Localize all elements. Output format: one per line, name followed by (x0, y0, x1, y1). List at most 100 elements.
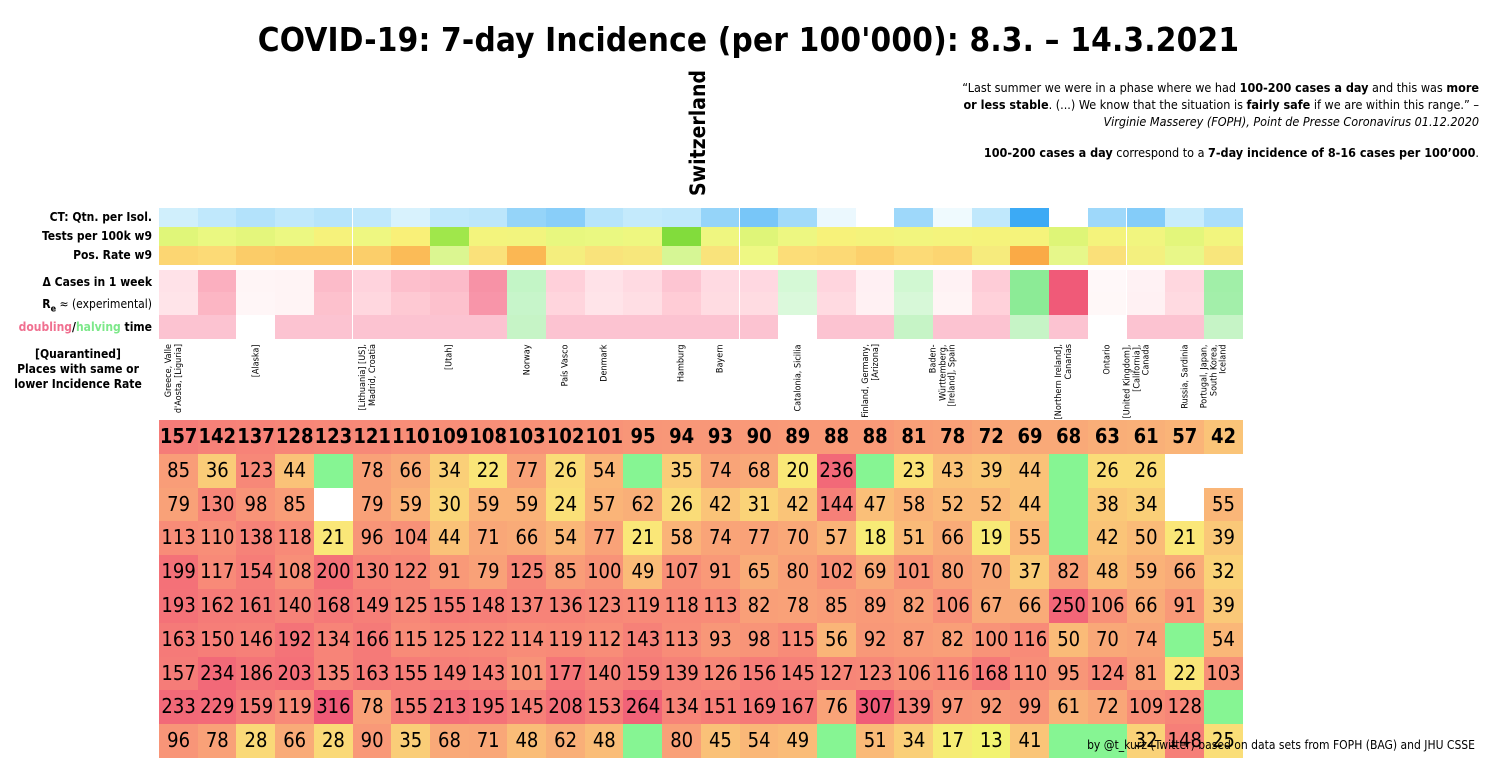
heatmap-cell: 186 (236, 656, 276, 691)
delta-cell (1087, 270, 1127, 294)
ct-cell (855, 208, 895, 227)
heatmap-cell: 47 (855, 487, 895, 522)
pos-cell (236, 246, 276, 265)
heatmap-cell: 80 (778, 555, 818, 589)
heatmap-cell: 140 (584, 656, 624, 691)
heatmap-cell: 21 (623, 521, 663, 556)
heatmap-cell: 42 (1087, 521, 1127, 556)
ct-cell (352, 208, 392, 227)
re-cell (197, 292, 237, 316)
dtime-cell (1165, 315, 1204, 339)
delta-cell (352, 270, 392, 294)
heatmap-cell (313, 453, 353, 488)
pos-cell (1203, 246, 1243, 265)
heatmap-cell: 93 (700, 622, 740, 657)
delta-cell (1049, 270, 1088, 294)
tests-cell (275, 227, 314, 246)
dtime-cell (662, 315, 701, 339)
re-cell (855, 292, 895, 316)
re-cell (391, 292, 430, 316)
heatmap-cell: 66 (933, 521, 973, 556)
heatmap-cell: 163 (352, 656, 392, 691)
heatmap-cell: 38 (1087, 487, 1127, 522)
heatmap-cell: 56 (816, 622, 857, 657)
pos-cell (1126, 246, 1166, 265)
heatmap-cell: 96 (352, 521, 392, 556)
heatmap-cell: 89 (855, 589, 895, 623)
heatmap-cell: 144 (816, 487, 857, 522)
heatmap-cell: 26 (546, 453, 586, 488)
heatmap-cell (623, 453, 663, 488)
heatmap-cell: 234 (197, 656, 237, 691)
place-text: [United Kingdom], [California], Canada (1122, 344, 1152, 418)
heatmap-cell: 48 (1087, 555, 1127, 589)
dtime-cell (1010, 315, 1050, 339)
quote-bold: more or less stable (963, 80, 1479, 112)
heatmap-cell: 17 (933, 724, 973, 758)
note-bold: 100-200 cases a day (983, 145, 1113, 160)
heatmap-cell: 90 (739, 420, 779, 454)
heatmap-cell: 71 (468, 521, 508, 556)
heatmap-cell: 57 (1165, 420, 1205, 454)
heatmap-cell: 78 (778, 589, 818, 623)
heatmap-cell: 127 (816, 656, 857, 691)
heatmap-cell (1165, 622, 1205, 657)
note-text: . (1475, 145, 1479, 160)
heatmap-cell: 91 (1165, 589, 1205, 623)
heatmap-cell: 148 (468, 589, 508, 623)
heatmap-cell: 156 (739, 656, 779, 691)
heatmap-cell: 69 (1010, 420, 1050, 454)
re-cell (275, 292, 314, 316)
heatmap-cell: 63 (1087, 420, 1127, 454)
heatmap-cell: 43 (933, 453, 973, 488)
heatmap-cell: 103 (507, 420, 547, 454)
heatmap-cell: 74 (700, 521, 740, 556)
heatmap-cell: 250 (1049, 589, 1089, 623)
age-label (0, 420, 152, 454)
heatmap-cell: 208 (546, 690, 586, 725)
heatmap-cell: 94 (662, 420, 702, 454)
heatmap-cell: 102 (816, 555, 857, 589)
pos-cell (1049, 246, 1088, 265)
dtime-cell (778, 315, 817, 339)
heatmap-cell: 76 (816, 690, 857, 725)
dtime-cell (1049, 315, 1088, 339)
dtime-cell (1203, 315, 1243, 339)
place-text: Catalonia, Sicilia (793, 344, 804, 411)
heatmap-cell: 114 (507, 622, 547, 657)
heatmap-cell: 143 (623, 622, 663, 657)
heatmap-cell: 88 (855, 420, 895, 454)
heatmap-cell: 148 (1165, 724, 1205, 758)
heatmap-cell: 57 (584, 487, 624, 522)
ct-cell (275, 208, 314, 227)
age-label (0, 724, 152, 758)
ct-cell (391, 208, 430, 227)
heatmap-cell: 113 (159, 521, 199, 556)
tests-cell (584, 227, 624, 246)
re-cell (739, 292, 779, 316)
heatmap-cell: 157 (159, 420, 199, 454)
heatmap-cell: 24 (546, 487, 586, 522)
pos-cell (662, 246, 701, 265)
pos-cell (894, 246, 933, 265)
heatmap-cell: 130 (197, 487, 237, 522)
tests-cell (1165, 227, 1204, 246)
place-text: Hamburg (676, 344, 687, 382)
ct-cell (197, 208, 237, 227)
heatmap-cell: 316 (313, 690, 353, 725)
heatmap-cell: 153 (584, 690, 624, 725)
heatmap-cell: 264 (623, 690, 663, 725)
heatmap-cell: 31 (739, 487, 779, 522)
heatmap-cell: 18 (855, 521, 895, 556)
heatmap-cell (1165, 453, 1205, 488)
heatmap-cell: 78 (933, 420, 973, 454)
heatmap-cell: 79 (352, 487, 392, 522)
ct-cell (584, 208, 624, 227)
heatmap-cell: 151 (700, 690, 740, 725)
heatmap-cell: 121 (352, 420, 392, 454)
heatmap-cell: 70 (1087, 622, 1127, 657)
quote-attribution: Virginie Masserey (FOPH), Point de Press… (1103, 114, 1479, 129)
dtime-cell (468, 315, 508, 339)
heatmap-cell: 134 (313, 622, 353, 657)
pos-cell (1165, 246, 1204, 265)
